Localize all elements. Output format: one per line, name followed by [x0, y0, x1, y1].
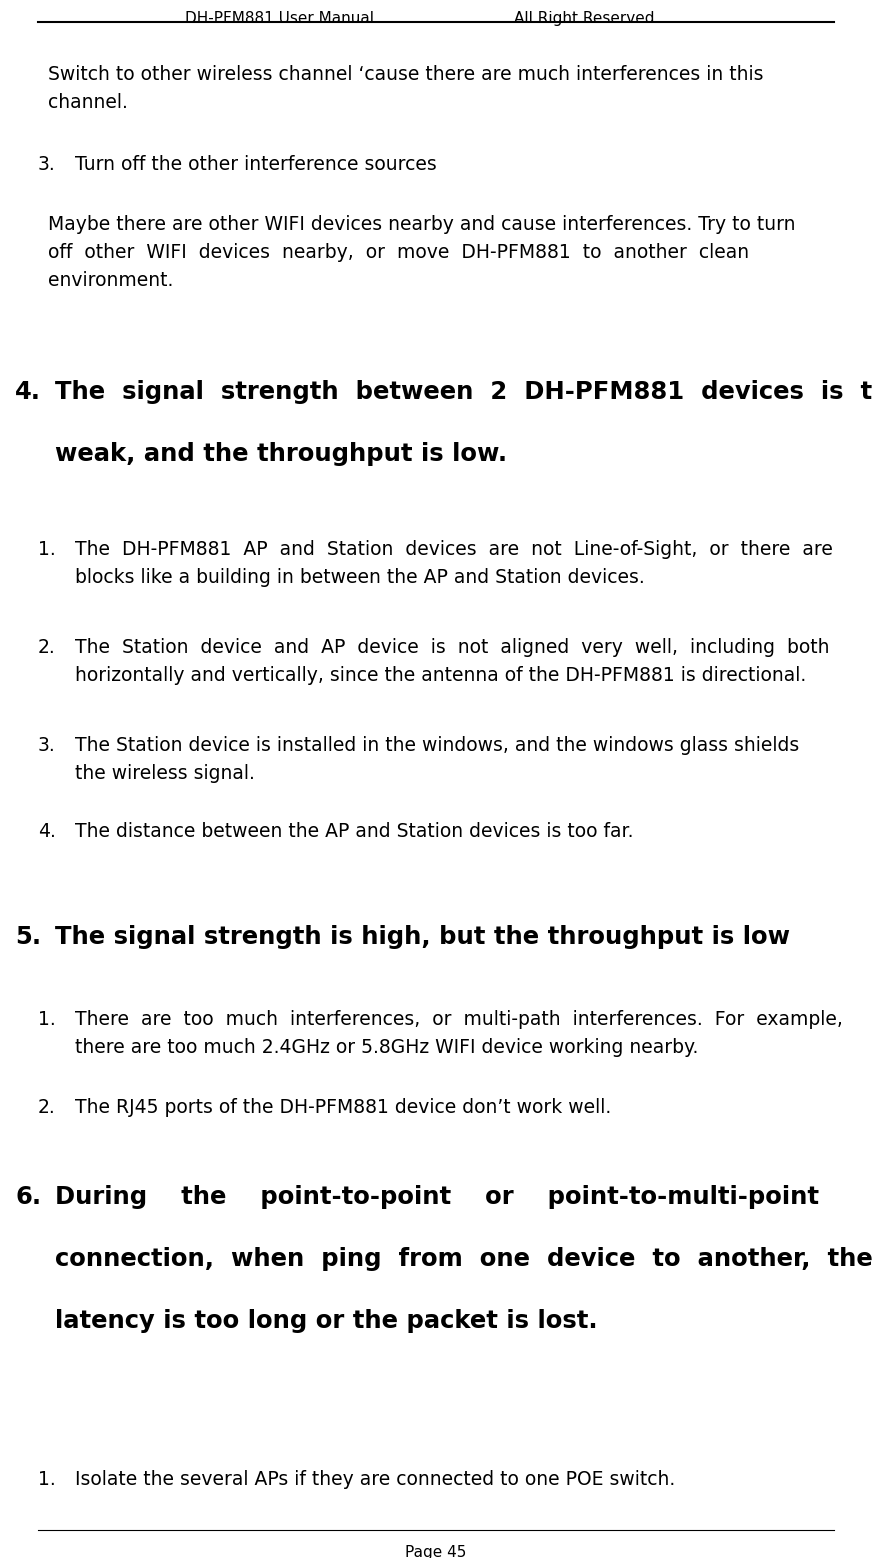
Text: environment.: environment.	[48, 271, 174, 290]
Text: horizontally and vertically, since the antenna of the DH-PFM881 is directional.: horizontally and vertically, since the a…	[75, 665, 807, 686]
Text: weak, and the throughput is low.: weak, and the throughput is low.	[55, 442, 508, 466]
Text: The RJ45 ports of the DH-PFM881 device don’t work well.: The RJ45 ports of the DH-PFM881 device d…	[75, 1098, 611, 1117]
Text: channel.: channel.	[48, 93, 128, 112]
Text: 3.: 3.	[38, 154, 56, 174]
Text: latency is too long or the packet is lost.: latency is too long or the packet is los…	[55, 1309, 597, 1334]
Text: The  Station  device  and  AP  device  is  not  aligned  very  well,  including : The Station device and AP device is not …	[75, 637, 829, 657]
Text: The signal strength is high, but the throughput is low: The signal strength is high, but the thr…	[55, 925, 790, 949]
Text: off  other  WIFI  devices  nearby,  or  move  DH-PFM881  to  another  clean: off other WIFI devices nearby, or move D…	[48, 243, 749, 262]
Text: 4.: 4.	[15, 380, 41, 404]
Text: Page 45: Page 45	[405, 1546, 467, 1558]
Text: Turn off the other interference sources: Turn off the other interference sources	[75, 154, 437, 174]
Text: There  are  too  much  interferences,  or  multi-path  interferences.  For  exam: There are too much interferences, or mul…	[75, 1010, 843, 1028]
Text: The  signal  strength  between  2  DH-PFM881  devices  is  too: The signal strength between 2 DH-PFM881 …	[55, 380, 872, 404]
Text: there are too much 2.4GHz or 5.8GHz WIFI device working nearby.: there are too much 2.4GHz or 5.8GHz WIFI…	[75, 1038, 698, 1056]
Text: 1.: 1.	[38, 541, 56, 559]
Text: The  DH-PFM881  AP  and  Station  devices  are  not  Line-of-Sight,  or  there  : The DH-PFM881 AP and Station devices are…	[75, 541, 833, 559]
Text: connection,  when  ping  from  one  device  to  another,  the: connection, when ping from one device to…	[55, 1246, 872, 1271]
Text: During    the    point-to-point    or    point-to-multi-point: During the point-to-point or point-to-mu…	[55, 1186, 819, 1209]
Text: 2.: 2.	[38, 637, 56, 657]
Text: 3.: 3.	[38, 735, 56, 756]
Text: Isolate the several APs if they are connected to one POE switch.: Isolate the several APs if they are conn…	[75, 1471, 675, 1489]
Text: The Station device is installed in the windows, and the windows glass shields: The Station device is installed in the w…	[75, 735, 800, 756]
Text: 1.: 1.	[38, 1471, 56, 1489]
Text: DH-PFM881 User Manual: DH-PFM881 User Manual	[185, 11, 373, 26]
Text: blocks like a building in between the AP and Station devices.: blocks like a building in between the AP…	[75, 569, 644, 587]
Text: 1.: 1.	[38, 1010, 56, 1028]
Text: Switch to other wireless channel ‘cause there are much interferences in this: Switch to other wireless channel ‘cause …	[48, 65, 764, 84]
Text: All Right Reserved: All Right Reserved	[514, 11, 655, 26]
Text: 2.: 2.	[38, 1098, 56, 1117]
Text: 4.: 4.	[38, 823, 56, 841]
Text: 6.: 6.	[15, 1186, 41, 1209]
Text: Maybe there are other WIFI devices nearby and cause interferences. Try to turn: Maybe there are other WIFI devices nearb…	[48, 215, 795, 234]
Text: 5.: 5.	[15, 925, 41, 949]
Text: The distance between the AP and Station devices is too far.: The distance between the AP and Station …	[75, 823, 633, 841]
Text: the wireless signal.: the wireless signal.	[75, 763, 255, 784]
